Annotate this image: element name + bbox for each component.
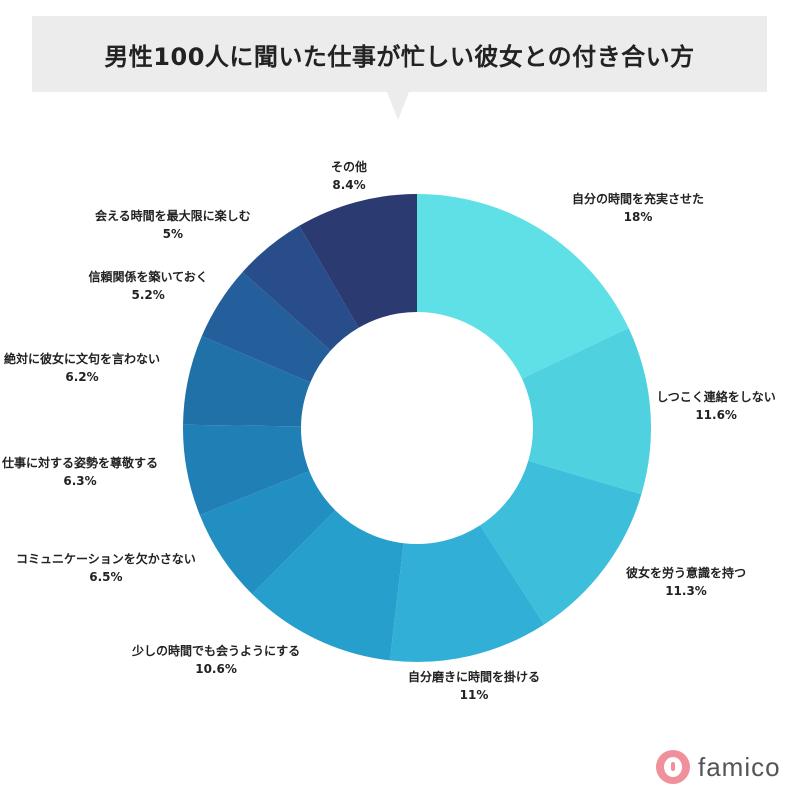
title-banner: 男性100人に聞いた仕事が忙しい彼女との付き合い方: [32, 16, 767, 92]
slice-category-label: 自分磨きに時間を掛ける: [408, 670, 541, 684]
slice-value-label: 11.3%: [665, 584, 707, 598]
slice-value-label: 6.2%: [65, 370, 99, 384]
slice-value-label: 11%: [459, 688, 489, 702]
donut-slice-2: [521, 328, 651, 495]
slice-value-label: 18%: [623, 210, 653, 224]
donut-slice-3: [480, 460, 642, 625]
logo-text: famico: [698, 751, 781, 782]
slice-label-8: 絶対に彼女に文句を言わない 6.2%: [4, 350, 160, 386]
title-pointer: [387, 92, 409, 120]
slice-label-3: 彼女を労う意識を持つ 11.3%: [626, 564, 746, 600]
slice-category-label: 信頼関係を築いておく: [88, 270, 208, 284]
slice-label-9: 信頼関係を築いておく 5.2%: [89, 268, 208, 304]
slice-category-label: 会える時間を最大限に楽しむ: [95, 209, 251, 223]
slice-category-label: 彼女を労う意識を持つ: [626, 566, 747, 580]
chart-title: 男性100人に聞いた仕事が忙しい彼女との付き合い方: [104, 42, 695, 71]
slice-label-7: 仕事に対する姿勢を尊敬する 6.3%: [2, 454, 158, 490]
donut-slice-8: [183, 336, 311, 427]
slice-category-label: その他: [331, 160, 368, 174]
donut-slice-9: [201, 272, 331, 383]
slice-label-11: その他 8.4%: [331, 158, 367, 194]
donut-slice-7: [183, 424, 310, 516]
slice-label-4: 自分磨きに時間を掛ける 11%: [408, 668, 540, 704]
slice-value-label: 6.5%: [89, 570, 123, 584]
famico-logo: famico: [656, 750, 781, 784]
slice-category-label: 少しの時間でも会うようにする: [132, 644, 301, 658]
slice-value-label: 8.4%: [332, 178, 366, 192]
slice-label-2: しつこく連絡をしない 11.6%: [657, 388, 776, 424]
slice-label-6: コミュニケーションを欠かさない 6.5%: [16, 550, 196, 586]
slice-category-label: コミュニケーションを欠かさない: [16, 552, 196, 566]
slice-value-label: 6.3%: [63, 474, 97, 488]
donut-slice-10: [242, 225, 359, 351]
slice-value-label: 10.6%: [195, 662, 237, 676]
logo-mark-icon: [656, 750, 690, 784]
slice-category-label: しつこく連絡をしない: [656, 390, 776, 404]
donut-slice-5: [252, 510, 404, 661]
slice-label-1: 自分の時間を充実させた 18%: [572, 190, 704, 226]
slice-value-label: 5.2%: [131, 288, 165, 302]
slice-label-10: 会える時間を最大限に楽しむ 5%: [95, 207, 251, 243]
slice-category-label: 仕事に対する姿勢を尊敬する: [2, 456, 159, 470]
slice-label-5: 少しの時間でも会うようにする 10.6%: [132, 642, 300, 678]
slice-category-label: 絶対に彼女に文句を言わない: [4, 352, 161, 366]
donut-slice-4: [389, 525, 545, 662]
slice-category-label: 自分の時間を充実させた: [572, 192, 705, 206]
slice-value-label: 11.6%: [695, 408, 737, 422]
donut-slice-6: [199, 471, 336, 595]
donut-slice-11: [299, 194, 417, 328]
donut-slice-1: [417, 194, 629, 379]
slice-value-label: 5%: [162, 227, 184, 241]
